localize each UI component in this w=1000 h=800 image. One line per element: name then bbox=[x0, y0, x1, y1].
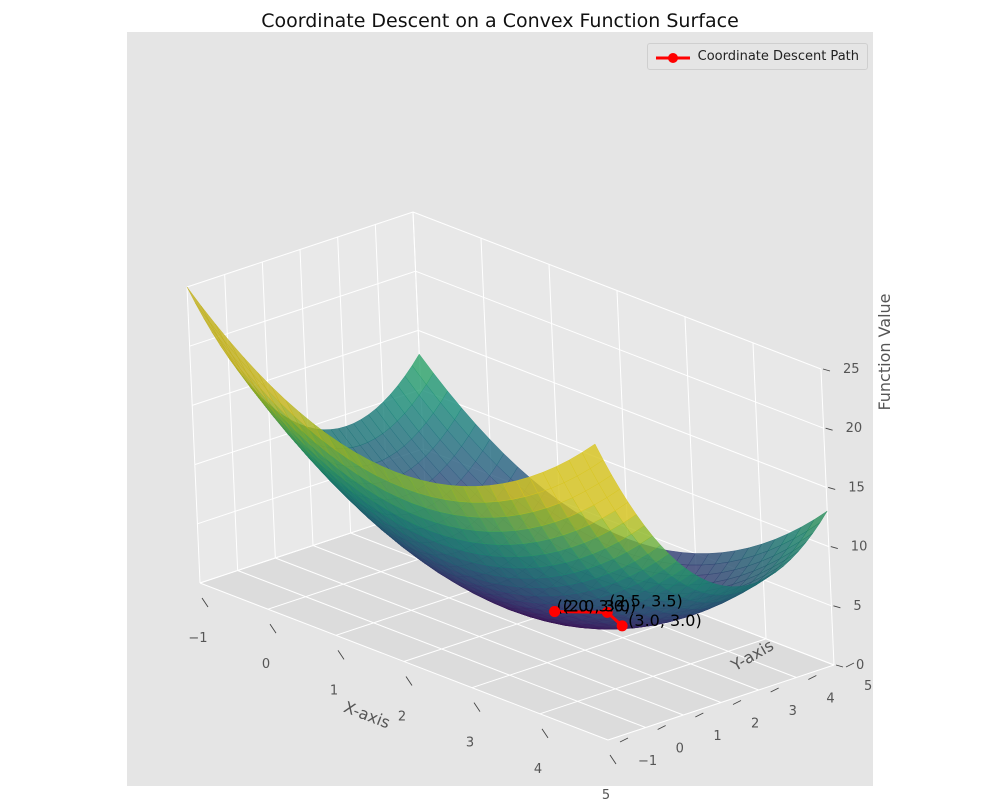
legend-label: Coordinate Descent Path bbox=[697, 49, 859, 64]
descent-point bbox=[549, 606, 561, 617]
x-tick-label: 4 bbox=[534, 762, 542, 777]
grid-line bbox=[820, 368, 835, 666]
x-tick-label: 5 bbox=[602, 788, 610, 800]
x-tick-label: 3 bbox=[466, 736, 474, 751]
grid-line bbox=[752, 342, 767, 639]
x-tick-mark bbox=[337, 650, 345, 660]
grid-line bbox=[420, 389, 829, 548]
chart-title: Coordinate Descent on a Convex Function … bbox=[261, 10, 739, 32]
x-tick-mark bbox=[201, 597, 209, 608]
z-tick-mark bbox=[825, 427, 833, 431]
grid-line bbox=[237, 570, 646, 728]
descent-path: (3.0, 3.0)(2.5, 3.5)(2.0, 3.0)(2.0, 3.0) bbox=[549, 591, 702, 632]
y-tick-label: 1 bbox=[713, 729, 721, 744]
surface-mesh bbox=[186, 286, 828, 630]
grid-line bbox=[186, 211, 414, 288]
y-tick-label: 4 bbox=[826, 692, 834, 707]
grid-line bbox=[199, 582, 609, 741]
z-tick-label: 5 bbox=[853, 599, 861, 614]
x-tick-mark bbox=[405, 676, 413, 686]
z-tick-mark bbox=[830, 546, 838, 550]
z-tick-mark bbox=[833, 605, 841, 609]
grid-line bbox=[186, 286, 201, 584]
x-tick-mark bbox=[541, 728, 549, 739]
y-tick-mark bbox=[657, 725, 666, 730]
y-tick-label: 3 bbox=[789, 704, 797, 719]
grid-line bbox=[224, 274, 239, 571]
descent-point bbox=[601, 606, 613, 618]
legend-swatch bbox=[655, 52, 690, 63]
grid-line bbox=[312, 545, 722, 703]
y-tick-mark bbox=[732, 700, 742, 705]
descent-point-label: (3.0, 3.0) bbox=[628, 611, 702, 630]
y-tick-label: −1 bbox=[638, 754, 657, 769]
descent-point bbox=[616, 620, 628, 632]
z-axis-label: Function Value bbox=[875, 293, 894, 410]
x-tick-label: 0 bbox=[262, 657, 270, 672]
descent-point-label: (2.0, 3.0) bbox=[557, 597, 631, 616]
descent-point-label: (2.5, 3.5) bbox=[609, 591, 683, 610]
z-tick-label: 15 bbox=[848, 480, 865, 495]
y-tick-label: 0 bbox=[676, 742, 684, 757]
z-tick-mark bbox=[822, 368, 831, 372]
z-tick-mark bbox=[828, 486, 836, 490]
legend: Coordinate Descent Path bbox=[646, 43, 868, 70]
grid-line bbox=[275, 557, 684, 716]
y-tick-label: 2 bbox=[751, 717, 759, 732]
surface-facet bbox=[186, 286, 210, 323]
y-tick-mark bbox=[845, 662, 855, 668]
grid-line bbox=[192, 329, 419, 406]
z-tick-label: 20 bbox=[846, 421, 863, 436]
x-tick-label: −1 bbox=[188, 631, 207, 646]
y-tick-mark bbox=[808, 675, 817, 680]
x-tick-label: 1 bbox=[330, 683, 338, 698]
y-tick-label: 5 bbox=[864, 679, 872, 694]
grid-line bbox=[418, 329, 827, 488]
y-tick-mark bbox=[695, 712, 704, 718]
descent-point-label: (2.0, 3.0) bbox=[563, 597, 637, 616]
grid-line bbox=[299, 249, 314, 546]
grid-line bbox=[415, 270, 824, 429]
z-tick-mark bbox=[835, 664, 844, 668]
grid-line bbox=[412, 211, 822, 370]
x-tick-mark bbox=[609, 754, 617, 765]
x-tick-label: 2 bbox=[398, 710, 406, 725]
y-tick-mark bbox=[619, 737, 629, 743]
z-tick-label: 10 bbox=[851, 540, 868, 555]
x-tick-mark bbox=[473, 702, 481, 712]
y-tick-mark bbox=[770, 687, 779, 693]
z-tick-label: 0 bbox=[856, 658, 864, 673]
grid-line bbox=[189, 270, 416, 347]
z-tick-label: 25 bbox=[843, 362, 860, 377]
x-tick-mark bbox=[269, 623, 277, 634]
